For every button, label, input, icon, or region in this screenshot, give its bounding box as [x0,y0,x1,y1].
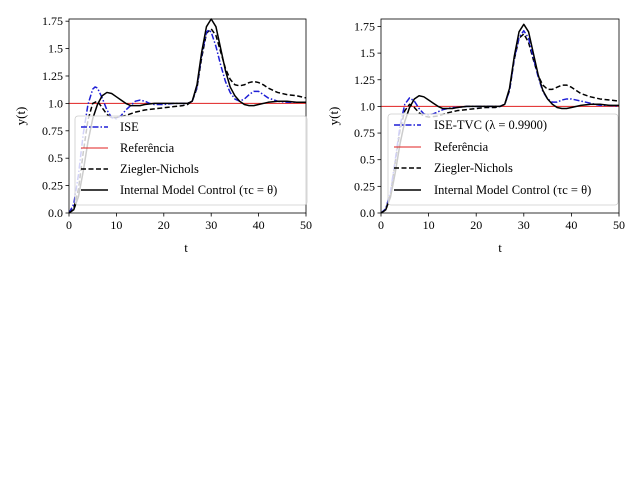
right-xtick-label: 0 [378,218,384,232]
left-legend: ISE Referência Ziegler-Nichols Internal … [74,115,308,206]
left-series-internal-model-control-c [68,18,306,214]
left-legend-label-imc: Internal Model Control (τc = θ) [120,183,277,197]
left-ytick-label: 0.75 [42,124,63,138]
right-ytick-label: 0.5 [360,153,375,167]
right-tick-layer: 0 10 20 30 40 50 0.0 0.25 0.5 0.75 1.0 1.25 1.5 1.75 [354,19,625,232]
right-legend-box [387,113,619,206]
right-xlabel: t [498,240,502,255]
left-ylabel: y(t) [13,107,28,126]
left-xlabel: t [184,240,188,255]
right-legend-label-ise-tvc: ISE-TVC (λ = 0.9900) [434,118,547,132]
right-ytick-label: 0.25 [354,179,375,193]
right-ytick-label: 1.25 [354,73,375,87]
right-series-ise-tvc-0-9900 [380,29,620,214]
right-ytick-label: 1.75 [354,19,375,33]
left-legend-label-ise: ISE [120,120,139,134]
left-chart-panel: 0 10 20 30 40 500.00.250.50.751.01.251.51.75 … [13,14,312,255]
right-legend-label-reference: Referência [434,140,489,154]
left-legend-label-reference: Referência [120,141,175,155]
left-plot-frame [68,18,307,214]
left-ytick-label: 1.5 [48,42,63,56]
right-xtick-label: 20 [470,218,482,232]
right-series-layer [380,23,620,214]
right-legend-label-ziegler-nichols: Ziegler-Nichols [434,161,513,175]
right-series-internal-model-control-c [380,23,619,214]
right-ytick-label: 1.5 [360,46,375,60]
right-ytick-label: 0.75 [354,126,375,140]
left-ytick-label: 0.0 [48,206,63,220]
left-tick-layer: 0 10 20 30 40 50 0.0 0.25 0.5 0.75 1.0 1.25 1.5 1.75 [42,14,312,232]
left-ytick-label: 0.5 [48,151,63,165]
left-xtick-label: 20 [158,218,170,232]
left-series-layer [68,18,307,214]
right-legend: ISE-TVC (λ = 0.9900) Referência Ziegler-… [387,113,619,206]
right-xtick-label: 10 [423,218,435,232]
left-xtick-label: 50 [300,218,312,232]
right-ytick-label: 0.0 [360,206,375,220]
left-legend-box [74,115,308,206]
left-xtick-label: 40 [253,218,265,232]
left-legend-label-ziegler-nichols: Ziegler-Nichols [120,162,199,176]
left-xtick-label: 30 [205,218,217,232]
right-xtick-label: 30 [518,218,530,232]
right-ytick-label: 1.0 [360,99,375,113]
left-xtick-label: 10 [110,218,122,232]
left-series-ziegler-nichols [68,28,307,214]
right-ylabel: y(t) [326,107,341,126]
left-ytick-label: 1.75 [42,14,63,28]
right-xtick-label: 50 [613,218,625,232]
left-xtick-label: 0 [66,218,72,232]
left-ytick-label: 1.25 [42,69,63,83]
right-plot-frame [380,18,620,214]
left-ytick-label: 0.25 [42,179,63,193]
left-ytick-label: 1.0 [48,96,63,110]
right-xtick-label: 40 [565,218,577,232]
right-chart-panel: 0 10 20 30 40 500.00.250.50.751.01.251.51.75 … [326,18,625,255]
right-legend-label-imc: Internal Model Control (τc = θ) [434,183,591,197]
